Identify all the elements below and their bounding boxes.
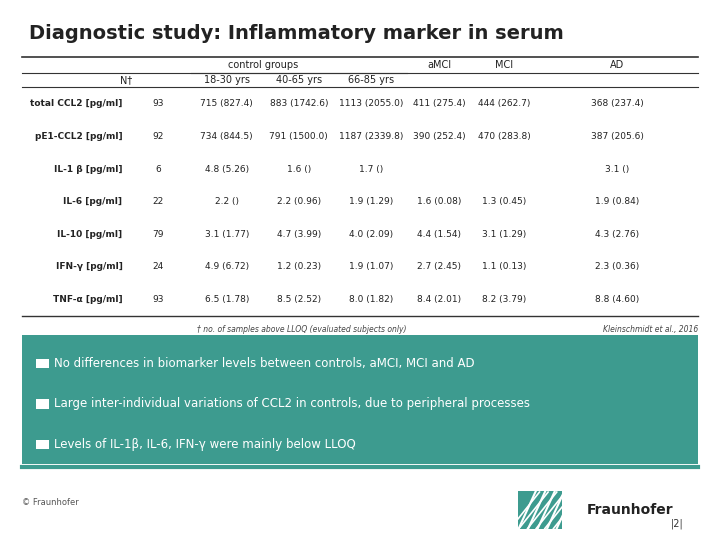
Text: 1.6 (0.08): 1.6 (0.08) — [417, 197, 462, 206]
Text: 1.7 (): 1.7 () — [359, 165, 383, 173]
Text: 93: 93 — [153, 295, 164, 304]
Text: 79: 79 — [153, 230, 164, 239]
Text: 791 (1500.0): 791 (1500.0) — [269, 132, 328, 141]
Text: No differences in biomarker levels between controls, aMCI, MCI and AD: No differences in biomarker levels betwe… — [54, 357, 474, 370]
Text: Diagnostic study: Inflammatory marker in serum: Diagnostic study: Inflammatory marker in… — [29, 24, 564, 43]
Text: 444 (262.7): 444 (262.7) — [478, 99, 530, 109]
Text: 18-30 yrs: 18-30 yrs — [204, 75, 250, 85]
Text: IL-1 β [pg/ml]: IL-1 β [pg/ml] — [54, 165, 122, 173]
Text: 4.8 (5.26): 4.8 (5.26) — [204, 165, 249, 173]
Text: 1.9 (1.07): 1.9 (1.07) — [348, 262, 393, 272]
Text: 93: 93 — [153, 99, 164, 109]
Text: 2.7 (2.45): 2.7 (2.45) — [417, 262, 462, 272]
Text: 24: 24 — [153, 262, 164, 272]
Text: 2.3 (0.36): 2.3 (0.36) — [595, 262, 639, 272]
Text: 4.0 (2.09): 4.0 (2.09) — [348, 230, 393, 239]
Text: 1.6 (): 1.6 () — [287, 165, 311, 173]
Text: Fraunhofer: Fraunhofer — [587, 503, 673, 517]
Text: TNF-α [pg/ml]: TNF-α [pg/ml] — [53, 295, 122, 304]
Text: 2.2 (0.96): 2.2 (0.96) — [276, 197, 321, 206]
Text: 387 (205.6): 387 (205.6) — [591, 132, 644, 141]
Text: 1.1 (0.13): 1.1 (0.13) — [482, 262, 526, 272]
Text: N†: N† — [120, 75, 132, 85]
Text: 4.7 (3.99): 4.7 (3.99) — [276, 230, 321, 239]
Text: 8.5 (2.52): 8.5 (2.52) — [276, 295, 321, 304]
Text: † no. of samples above LLOQ (evaluated subjects only): † no. of samples above LLOQ (evaluated s… — [197, 325, 407, 334]
Text: control groups: control groups — [228, 60, 298, 70]
Text: 1.9 (0.84): 1.9 (0.84) — [595, 197, 639, 206]
Text: 1113 (2055.0): 1113 (2055.0) — [338, 99, 403, 109]
Text: 368 (237.4): 368 (237.4) — [591, 99, 644, 109]
Text: 40-65 yrs: 40-65 yrs — [276, 75, 322, 85]
Text: 3.1 (): 3.1 () — [606, 165, 629, 173]
Text: 8.2 (3.79): 8.2 (3.79) — [482, 295, 526, 304]
Text: IL-10 [pg/ml]: IL-10 [pg/ml] — [58, 230, 122, 239]
Text: Kleinschmidt et al., 2016: Kleinschmidt et al., 2016 — [603, 325, 698, 334]
Text: IFN-γ [pg/ml]: IFN-γ [pg/ml] — [55, 262, 122, 272]
Text: 8.0 (1.82): 8.0 (1.82) — [348, 295, 393, 304]
Text: Levels of IL-1β, IL-6, IFN-γ were mainly below LLOQ: Levels of IL-1β, IL-6, IFN-γ were mainly… — [54, 438, 356, 451]
Text: © Fraunhofer: © Fraunhofer — [22, 498, 78, 507]
Text: 66-85 yrs: 66-85 yrs — [348, 75, 394, 85]
Text: 3.1 (1.29): 3.1 (1.29) — [482, 230, 526, 239]
Text: 6: 6 — [156, 165, 161, 173]
Text: 22: 22 — [153, 197, 164, 206]
Text: 8.8 (4.60): 8.8 (4.60) — [595, 295, 639, 304]
Text: 715 (827.4): 715 (827.4) — [200, 99, 253, 109]
Text: 6.5 (1.78): 6.5 (1.78) — [204, 295, 249, 304]
Text: Large inter-individual variations of CCL2 in controls, due to peripheral process: Large inter-individual variations of CCL… — [54, 397, 530, 410]
Text: 734 (844.5): 734 (844.5) — [200, 132, 253, 141]
Text: total CCL2 [pg/ml]: total CCL2 [pg/ml] — [30, 99, 122, 109]
Text: MCI: MCI — [495, 60, 513, 70]
Text: 4.3 (2.76): 4.3 (2.76) — [595, 230, 639, 239]
Text: pE1-CCL2 [pg/ml]: pE1-CCL2 [pg/ml] — [35, 132, 122, 141]
Text: 92: 92 — [153, 132, 164, 141]
Text: 390 (252.4): 390 (252.4) — [413, 132, 466, 141]
Text: 1.3 (0.45): 1.3 (0.45) — [482, 197, 526, 206]
Text: AD: AD — [611, 60, 624, 70]
Text: 4.9 (6.72): 4.9 (6.72) — [204, 262, 249, 272]
Text: 1.9 (1.29): 1.9 (1.29) — [348, 197, 393, 206]
Text: IL-6 [pg/ml]: IL-6 [pg/ml] — [63, 197, 122, 206]
Text: 1.2 (0.23): 1.2 (0.23) — [276, 262, 321, 272]
Text: 3.1 (1.77): 3.1 (1.77) — [204, 230, 249, 239]
Text: aMCI: aMCI — [427, 60, 451, 70]
Text: 8.4 (2.01): 8.4 (2.01) — [417, 295, 462, 304]
Text: 883 (1742.6): 883 (1742.6) — [269, 99, 328, 109]
Text: |2|: |2| — [671, 518, 684, 529]
Text: 1187 (2339.8): 1187 (2339.8) — [338, 132, 403, 141]
Text: 470 (283.8): 470 (283.8) — [477, 132, 531, 141]
Text: 4.4 (1.54): 4.4 (1.54) — [417, 230, 462, 239]
Text: 2.2 (): 2.2 () — [215, 197, 239, 206]
Text: 411 (275.4): 411 (275.4) — [413, 99, 466, 109]
